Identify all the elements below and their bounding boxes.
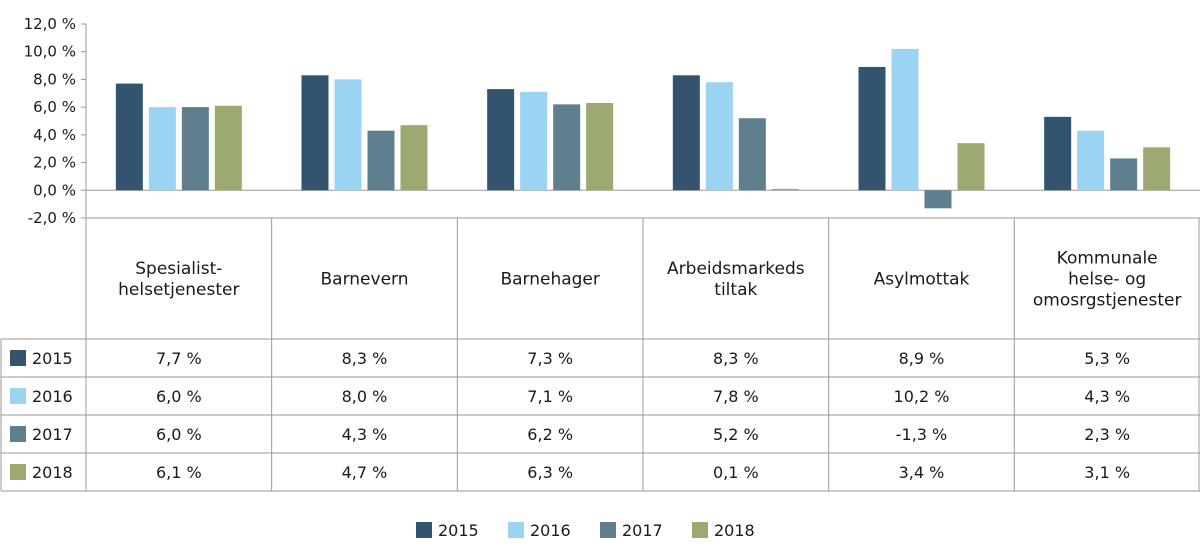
legend-swatch-2015: [416, 522, 432, 538]
legend-label-2017: 2017: [622, 521, 663, 540]
table-cell: 6,3 %: [527, 463, 573, 482]
table-cell: 3,4 %: [899, 463, 945, 482]
bar-2015-2: [487, 89, 515, 191]
category-label: Barnevern: [321, 270, 409, 290]
bar-2015-5: [1044, 116, 1072, 191]
bar-2017-4: [924, 190, 952, 209]
table-cell: 0,1 %: [713, 463, 759, 482]
y-tick-label: 12,0 %: [24, 15, 76, 33]
legend-label-2016: 2016: [530, 521, 571, 540]
table-cell: 5,2 %: [713, 425, 759, 444]
table-cell: 7,7 %: [156, 349, 202, 368]
row-label-2016: 2016: [32, 387, 73, 406]
y-tick-label: 6,0 %: [33, 98, 76, 116]
bar-2018-0: [214, 105, 242, 191]
bar-2016-3: [705, 82, 733, 191]
category-label: Spesialist-: [135, 259, 222, 279]
bar-2018-5: [1143, 147, 1171, 191]
table-cell: 8,9 %: [899, 349, 945, 368]
legend-key-2017: [10, 426, 26, 442]
category-label: tiltak: [714, 280, 757, 300]
category-label: Asylmottak: [874, 270, 970, 290]
table-cell: 2,3 %: [1084, 425, 1130, 444]
bar-2017-5: [1110, 158, 1138, 191]
bar-2016-1: [334, 79, 362, 191]
y-tick-label: 4,0 %: [33, 126, 76, 144]
row-label-2018: 2018: [32, 463, 73, 482]
table-cell: 8,3 %: [342, 349, 388, 368]
category-label: helsetjenester: [118, 280, 239, 300]
bar-2017-0: [181, 107, 209, 191]
legend-key-2016: [10, 388, 26, 404]
y-tick-label: 10,0 %: [24, 43, 76, 61]
bar-2015-0: [115, 83, 143, 191]
legend-key-2015: [10, 350, 26, 366]
y-tick-label: 2,0 %: [33, 154, 76, 172]
legend-swatch-2018: [692, 522, 708, 538]
table-cell: 7,1 %: [527, 387, 573, 406]
table-cell: 4,3 %: [342, 425, 388, 444]
bar-2016-4: [891, 48, 919, 191]
bar-2015-1: [301, 75, 329, 191]
y-tick-label: 8,0 %: [33, 70, 76, 88]
bar-2015-4: [858, 66, 886, 191]
table-cell: 3,1 %: [1084, 463, 1130, 482]
bar-2017-2: [553, 104, 581, 191]
category-label: helse- og: [1068, 270, 1146, 290]
bar-2016-5: [1077, 130, 1105, 191]
bar-2018-2: [586, 102, 614, 191]
table-cell: 8,0 %: [342, 387, 388, 406]
table-cell: 10,2 %: [894, 387, 950, 406]
category-label: Barnehager: [500, 270, 599, 290]
legend-swatch-2017: [600, 522, 616, 538]
y-tick-label: -2,0 %: [28, 209, 76, 227]
table-cell: -1,3 %: [896, 425, 948, 444]
table-cell: 6,0 %: [156, 387, 202, 406]
category-label: Arbeidsmarkeds: [667, 259, 805, 279]
table-cell: 5,3 %: [1084, 349, 1130, 368]
bar-2018-1: [400, 125, 428, 191]
category-label: omosrgstjenester: [1033, 291, 1182, 311]
y-tick-label: 0,0 %: [33, 181, 76, 199]
table-cell: 6,2 %: [527, 425, 573, 444]
bar-2016-0: [148, 107, 176, 191]
bar-2017-1: [367, 130, 395, 191]
table-cell: 7,8 %: [713, 387, 759, 406]
table-cell: 4,3 %: [1084, 387, 1130, 406]
bar-2015-3: [672, 75, 700, 191]
table-cell: 8,3 %: [713, 349, 759, 368]
bar-2016-2: [520, 91, 548, 191]
row-label-2017: 2017: [32, 425, 73, 444]
bar-2018-4: [957, 143, 985, 191]
table-cell: 4,7 %: [342, 463, 388, 482]
row-label-2015: 2015: [32, 349, 73, 368]
bar-2018-3: [771, 188, 799, 191]
legend-label-2018: 2018: [714, 521, 755, 540]
legend-label-2015: 2015: [438, 521, 479, 540]
category-label: Kommunale: [1057, 249, 1158, 269]
table-cell: 6,0 %: [156, 425, 202, 444]
table-cell: 7,3 %: [527, 349, 573, 368]
legend-key-2018: [10, 464, 26, 480]
bar-2017-3: [738, 118, 766, 191]
legend-swatch-2016: [508, 522, 524, 538]
table-cell: 6,1 %: [156, 463, 202, 482]
